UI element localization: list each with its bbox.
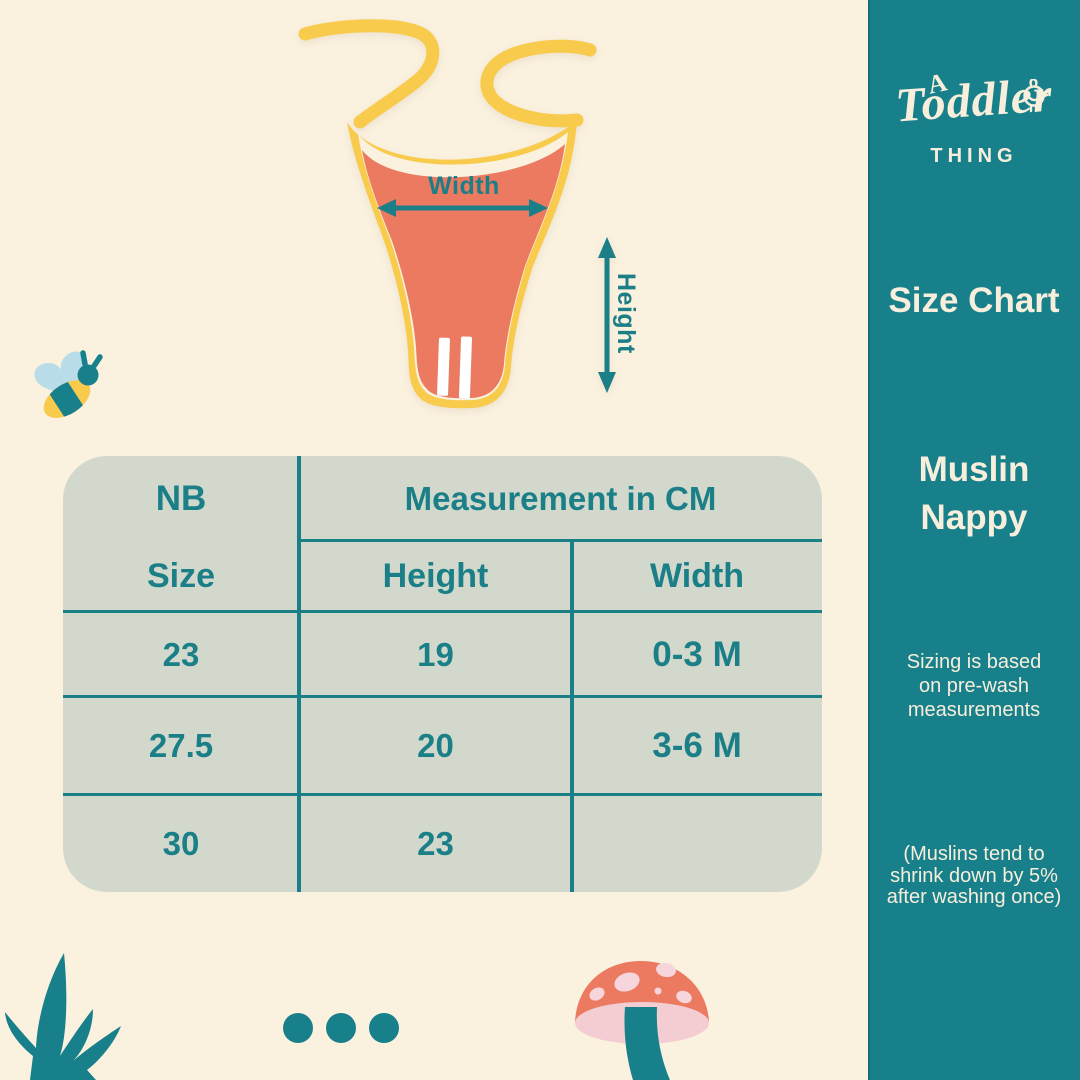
table-row-size: NB: [155, 478, 207, 518]
diagram-height-label: Height: [612, 272, 640, 354]
logo-word-thing: THING: [930, 145, 1018, 167]
mushroom-stem: [624, 1007, 670, 1080]
sidebar-title: Size Chart: [888, 281, 1060, 320]
grass-illustration: [5, 953, 121, 1080]
width-arrow: [377, 199, 548, 217]
bee-illustration: [34, 350, 103, 419]
brand-logo: A Toddler THING: [868, 55, 1080, 170]
bee-antennae-icon: [80, 350, 103, 369]
mushroom-spots: [589, 962, 692, 1004]
dots-decoration: [283, 1013, 415, 1043]
table-row-width: 20: [417, 727, 454, 764]
nappy-stripes: [437, 336, 473, 399]
sidebar-product-name: Muslin Nappy: [918, 450, 1030, 537]
dot: [326, 1013, 356, 1043]
bee-body-icon: [43, 380, 91, 419]
sidebar-sizing-note: Sizing is based on pre-wash measurements: [906, 651, 1042, 721]
table-divider-horizontal-3: [63, 695, 822, 698]
table-divider-vertical-1: [297, 456, 301, 892]
nappy-diagram-illustration: [298, 19, 616, 409]
table-divider-horizontal-4: [63, 793, 822, 796]
table-divider-vertical-2: [570, 541, 574, 892]
table-row-height: 30: [162, 824, 200, 862]
table-header-height: Height: [382, 557, 489, 595]
table-row-height: 23: [162, 635, 200, 673]
dot: [369, 1013, 399, 1043]
sidebar-shrink-note: (Muslins tend to shrink down by 5% after…: [886, 843, 1062, 908]
bird-icon: [1023, 79, 1050, 113]
diagram-width-label: Width: [428, 172, 500, 200]
table-header-measurement: Measurement in CM: [404, 479, 717, 517]
dot: [283, 1013, 313, 1043]
height-arrow: [598, 237, 616, 393]
table-row-size: 0-3 M: [652, 634, 742, 674]
mushroom-illustration: [575, 961, 709, 1080]
table-divider-horizontal-1: [299, 539, 822, 542]
nappy-right-tie: [480, 39, 597, 128]
table-row-width: 19: [417, 635, 454, 673]
table-header-width: Width: [649, 557, 745, 595]
table-row-height: 27.5: [148, 727, 214, 764]
nappy-left-tie: [298, 19, 440, 129]
table-divider-horizontal-2: [63, 610, 822, 613]
table-row-size: 3-6 M: [652, 726, 742, 765]
size-chart-table: Measurement in CM Size Height Width NB 2…: [63, 456, 822, 892]
bee-head-icon: [77, 364, 99, 386]
sidebar: A Toddler THING Size Chart Muslin Nappy …: [868, 0, 1080, 1080]
table-header-size: Size: [146, 557, 216, 595]
table-row-width: 23: [417, 824, 454, 862]
